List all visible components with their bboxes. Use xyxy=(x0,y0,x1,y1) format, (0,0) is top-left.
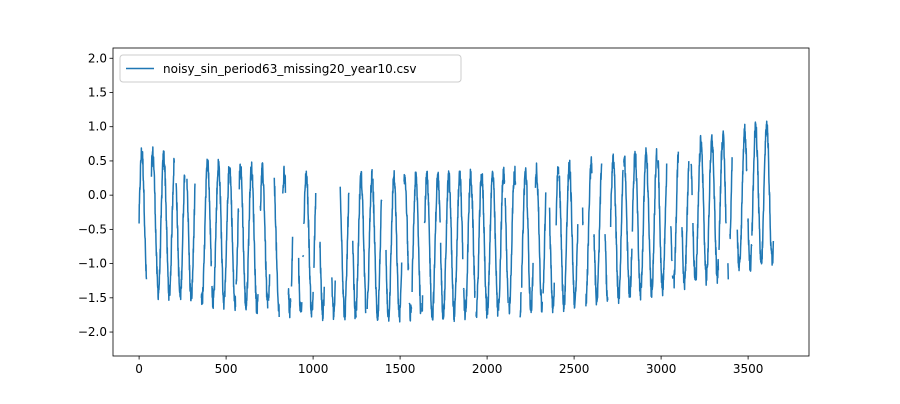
series-line-segment xyxy=(520,293,521,317)
series-line-segment xyxy=(691,165,692,195)
series-line-segment xyxy=(422,296,423,311)
y-tick-label: 0.5 xyxy=(88,154,107,168)
x-tick-label: 1500 xyxy=(385,362,416,376)
y-tick-label: −2.0 xyxy=(78,325,107,339)
x-tick-label: 0 xyxy=(135,362,143,376)
y-tick-label: 1.5 xyxy=(88,85,107,99)
x-tick-label: 2500 xyxy=(559,362,590,376)
y-tick-label: −1.0 xyxy=(78,257,107,271)
y-tick-label: −1.5 xyxy=(78,291,107,305)
y-tick-label: 0.0 xyxy=(88,188,107,202)
x-tick-label: 1000 xyxy=(298,362,329,376)
y-tick-label: 1.0 xyxy=(88,120,107,134)
series-line-segment xyxy=(292,238,293,286)
y-tick-label: −0.5 xyxy=(78,222,107,236)
y-tick-label: 2.0 xyxy=(88,51,107,65)
series-line-segment xyxy=(410,304,412,321)
series-line-segment xyxy=(671,227,672,260)
x-tick-label: 3500 xyxy=(733,362,764,376)
legend-label: noisy_sin_period63_missing20_year10.csv xyxy=(163,62,416,76)
x-tick-label: 2000 xyxy=(472,362,503,376)
x-tick-label: 500 xyxy=(215,362,238,376)
legend: noisy_sin_period63_missing20_year10.csv xyxy=(120,55,461,82)
x-tick-label: 3000 xyxy=(646,362,677,376)
